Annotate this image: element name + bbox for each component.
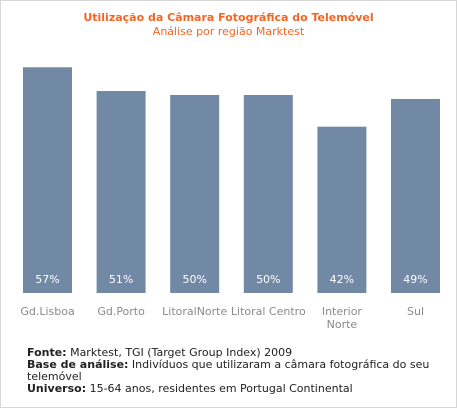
bar-3 — [243, 95, 293, 293]
bar-0 — [23, 67, 72, 293]
bar-chart: 57% Gd.Lisboa 51% Gd.Porto 50% LitoralNorte 50… — [20, 67, 440, 331]
bar-value-label-4: 42% — [330, 273, 354, 286]
bar-1 — [96, 91, 146, 293]
base-text: Indivíduos que utilizaram a câmara fotog… — [27, 358, 430, 383]
category-label-3: Litoral Centro — [231, 305, 306, 318]
bar-value-label-2: 50% — [182, 273, 206, 286]
category-label-4-1: Norte — [327, 318, 358, 331]
source-note: Fonte: Marktest, TGI (Target Group Index… — [27, 347, 447, 359]
base-note: Base de análise: Indivíduos que utilizar… — [27, 359, 447, 383]
category-label-0: Gd.Lisboa — [20, 305, 74, 318]
universe-text: 15-64 anos, residentes em Portugal Conti… — [86, 382, 353, 395]
bar-value-label-5: 49% — [403, 273, 427, 286]
bar-value-label-0: 57% — [35, 273, 59, 286]
source-label: Fonte: — [27, 346, 67, 359]
category-label-4-0: Interior — [322, 305, 363, 318]
bar-4 — [317, 126, 367, 294]
universe-note: Universo: 15-64 anos, residentes em Port… — [27, 383, 447, 395]
category-label-5: Sul — [407, 305, 424, 318]
chart-subtitle: Análise por região Marktest — [152, 25, 305, 38]
category-label-1: Gd.Porto — [97, 305, 145, 318]
category-label-2: LitoralNorte — [162, 305, 227, 318]
universe-label: Universo: — [27, 382, 87, 395]
chart-notes: Fonte: Marktest, TGI (Target Group Index… — [27, 347, 447, 395]
chart-title: Utilização da Câmara Fotográfica do Tele… — [83, 11, 374, 24]
source-text: Marktest, TGI (Target Group Index) 2009 — [66, 346, 293, 359]
bar-2 — [170, 95, 220, 293]
base-label: Base de análise: — [27, 358, 129, 371]
bar-5 — [391, 98, 440, 294]
bar-value-label-1: 51% — [109, 273, 133, 286]
bar-value-label-3: 50% — [256, 273, 280, 286]
